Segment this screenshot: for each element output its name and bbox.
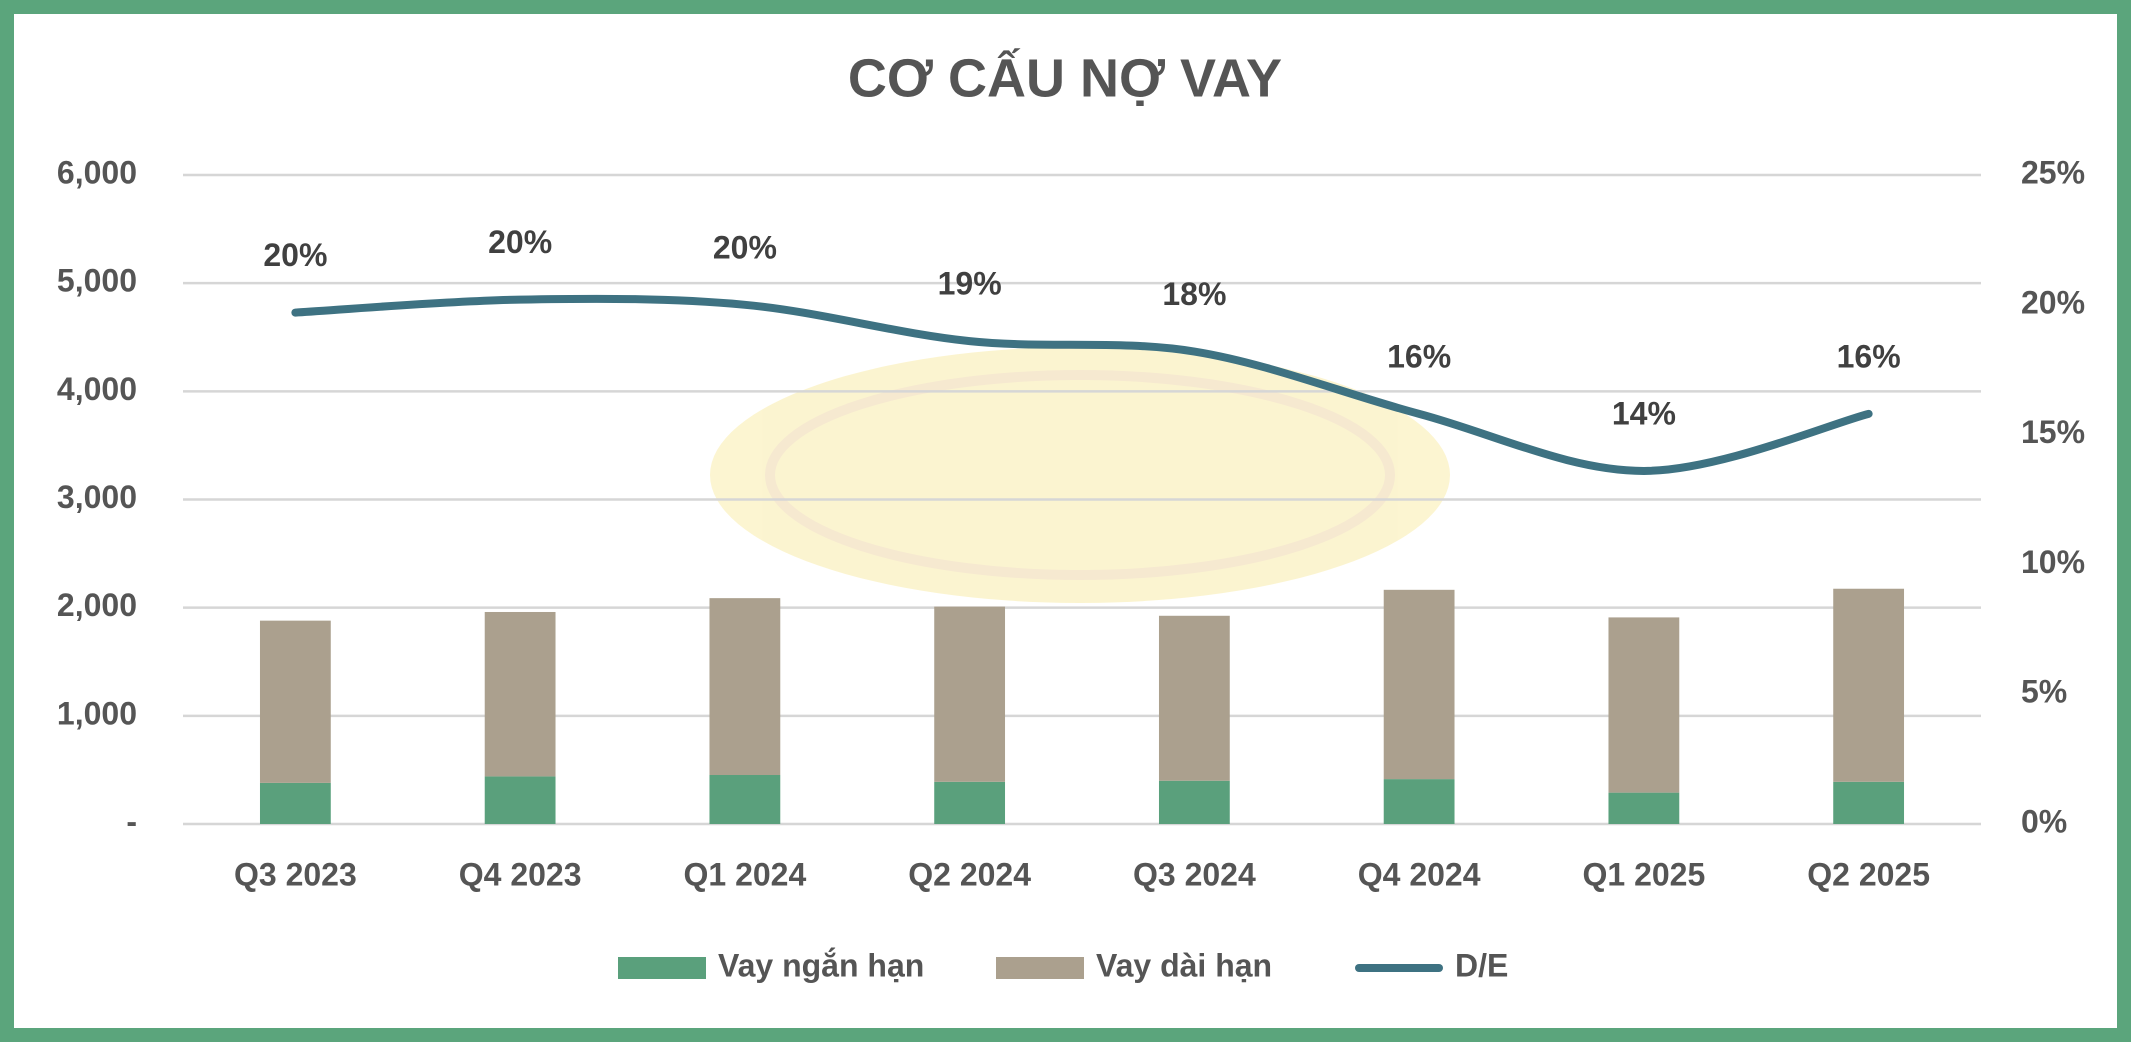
x-tick-label: Q2 2025 <box>1807 856 1930 892</box>
watermark <box>710 347 1450 603</box>
bar <box>1833 588 1905 782</box>
y2-tick-label: 20% <box>2021 284 2085 320</box>
legend-label: D/E <box>1455 947 1508 983</box>
x-tick-label: Q3 2024 <box>1133 856 1256 892</box>
bar <box>259 620 331 783</box>
bar <box>709 598 781 776</box>
bar <box>1608 792 1680 824</box>
data-label: 16% <box>1387 338 1451 374</box>
legend-swatch <box>618 957 706 979</box>
y2-tick-label: 0% <box>2021 803 2067 839</box>
bar <box>934 781 1006 824</box>
y-tick-label: - <box>126 803 137 839</box>
y-tick-label: 1,000 <box>57 695 137 731</box>
bar <box>1158 615 1230 781</box>
y-tick-label: 3,000 <box>57 479 137 515</box>
y2-tick-label: 25% <box>2021 154 2085 190</box>
bar <box>484 776 556 824</box>
line <box>291 294 1873 475</box>
data-label: 19% <box>938 266 1002 302</box>
legend-label: Vay dài hạn <box>1096 947 1272 983</box>
bar <box>1608 617 1680 793</box>
x-tick-label: Q3 2023 <box>234 856 357 892</box>
bar <box>1158 780 1230 824</box>
data-label: 20% <box>713 229 777 265</box>
bar <box>934 606 1006 782</box>
legend-label: Vay ngắn hạn <box>718 947 924 983</box>
x-tick-label: Q2 2024 <box>908 856 1031 892</box>
x-tick-label: Q1 2025 <box>1582 856 1705 892</box>
y-tick-label: 6,000 <box>57 154 137 190</box>
data-label: 20% <box>263 237 327 273</box>
data-label: 14% <box>1612 395 1676 431</box>
y-tick-label: 4,000 <box>57 371 137 407</box>
y2-tick-label: 10% <box>2021 544 2085 580</box>
bar <box>484 611 556 777</box>
x-tick-label: Q4 2024 <box>1358 856 1481 892</box>
bar <box>1383 589 1455 780</box>
bar <box>1383 779 1455 824</box>
bar <box>709 775 781 824</box>
plot-area: - 1,000 2,000 3,000 4,000 5,000 6,000 0% 5% 10% 15… <box>57 154 2085 983</box>
legend-swatch <box>996 957 1084 979</box>
data-label: 16% <box>1837 338 1901 374</box>
data-label: 20% <box>488 224 552 260</box>
bar <box>259 782 331 824</box>
chart-title: CƠ CẤU NỢ VAY <box>848 48 1282 108</box>
y2-tick-label: 5% <box>2021 674 2067 710</box>
y2-tick-label: 15% <box>2021 414 2085 450</box>
y-tick-label: 5,000 <box>57 263 137 299</box>
data-label: 18% <box>1162 276 1226 312</box>
x-tick-label: Q4 2023 <box>459 856 582 892</box>
x-tick-label: Q1 2024 <box>683 856 806 892</box>
y-tick-label: 2,000 <box>57 587 137 623</box>
bar <box>1833 781 1905 824</box>
